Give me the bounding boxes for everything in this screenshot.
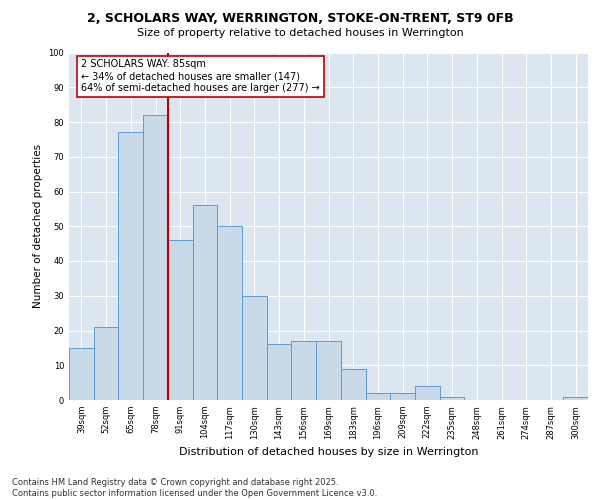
Bar [415, 386, 440, 400]
Bar [118, 132, 143, 400]
Bar [390, 393, 415, 400]
Bar [440, 396, 464, 400]
Bar [341, 368, 365, 400]
Bar [94, 327, 118, 400]
Bar [193, 206, 217, 400]
Text: 2, SCHOLARS WAY, WERRINGTON, STOKE-ON-TRENT, ST9 0FB: 2, SCHOLARS WAY, WERRINGTON, STOKE-ON-TR… [86, 12, 514, 26]
Bar [267, 344, 292, 400]
Bar [143, 115, 168, 400]
Text: 2 SCHOLARS WAY: 85sqm
← 34% of detached houses are smaller (147)
64% of semi-det: 2 SCHOLARS WAY: 85sqm ← 34% of detached … [82, 60, 320, 92]
X-axis label: Distribution of detached houses by size in Werrington: Distribution of detached houses by size … [179, 447, 478, 457]
Bar [563, 396, 588, 400]
Bar [292, 341, 316, 400]
Bar [316, 341, 341, 400]
Y-axis label: Number of detached properties: Number of detached properties [33, 144, 43, 308]
Bar [242, 296, 267, 400]
Bar [168, 240, 193, 400]
Text: Contains HM Land Registry data © Crown copyright and database right 2025.
Contai: Contains HM Land Registry data © Crown c… [12, 478, 377, 498]
Bar [365, 393, 390, 400]
Bar [69, 348, 94, 400]
Bar [217, 226, 242, 400]
Text: Size of property relative to detached houses in Werrington: Size of property relative to detached ho… [137, 28, 463, 38]
